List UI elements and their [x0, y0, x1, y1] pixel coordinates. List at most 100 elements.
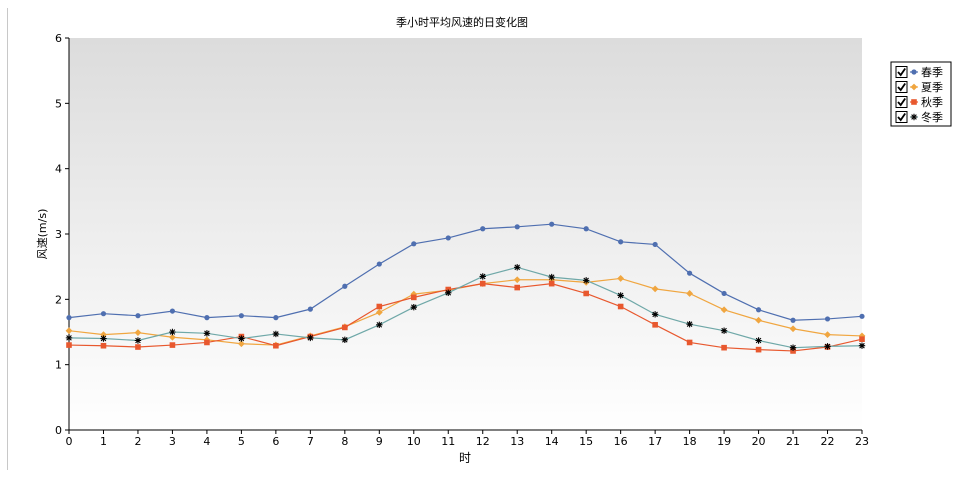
data-point [100, 335, 107, 342]
data-point [135, 313, 141, 319]
data-point [237, 340, 245, 348]
x-tick-label: 20 [752, 435, 766, 448]
data-point [238, 313, 244, 319]
series-4 [65, 264, 866, 351]
x-tick-label: 8 [341, 435, 348, 448]
data-point [100, 311, 107, 317]
x-tick-label: 1 [100, 435, 107, 448]
x-tick-label: 23 [855, 435, 869, 448]
data-point [65, 327, 73, 335]
data-point [410, 303, 417, 311]
data-point [790, 348, 796, 354]
legend-item[interactable]: 秋季 [895, 95, 943, 109]
data-point [100, 342, 107, 349]
data-point [548, 280, 555, 287]
data-point [859, 313, 865, 319]
data-point [203, 330, 211, 337]
data-point [514, 224, 520, 230]
series-1 [66, 221, 865, 323]
data-point [445, 286, 452, 293]
data-point [135, 344, 141, 350]
data-point [721, 344, 727, 351]
data-point [410, 294, 417, 301]
x-tick-label: 12 [476, 435, 490, 448]
checkmark-icon [897, 112, 906, 122]
x-tick-label: 13 [510, 435, 524, 448]
data-point [134, 337, 142, 344]
x-tick-label: 14 [545, 435, 559, 448]
data-point [859, 336, 865, 342]
data-point [65, 334, 73, 342]
data-point [513, 276, 521, 284]
data-point [583, 290, 589, 297]
legend-checkbox [895, 81, 908, 93]
x-tick-label: 18 [683, 435, 697, 448]
data-point [652, 241, 658, 248]
data-point [376, 321, 383, 329]
data-point [169, 342, 176, 348]
data-point [100, 331, 107, 339]
x-tick-label: 6 [272, 435, 279, 448]
x-tick-label: 0 [66, 435, 73, 448]
y-tick-label: 1 [55, 359, 62, 372]
data-point [721, 290, 727, 297]
data-point [548, 273, 555, 281]
data-point [514, 264, 521, 271]
legend-marker [910, 83, 918, 91]
x-tick-label: 3 [169, 435, 176, 448]
data-point [651, 311, 659, 318]
data-point [617, 292, 624, 299]
x-tick-label: 15 [579, 435, 593, 448]
legend-item[interactable]: 冬季 [895, 110, 943, 124]
data-point [618, 239, 624, 245]
data-point [514, 284, 521, 291]
legend-marker [911, 69, 917, 75]
data-point [66, 315, 72, 321]
data-point [858, 342, 866, 349]
data-point [480, 226, 486, 232]
data-point [445, 289, 452, 296]
data-point [238, 335, 245, 342]
data-point [342, 283, 348, 289]
data-point [582, 277, 590, 284]
data-point [445, 235, 451, 241]
legend-item[interactable]: 春季 [895, 66, 943, 79]
data-point [755, 346, 762, 353]
x-tick-label: 9 [376, 435, 383, 448]
x-tick-label: 22 [821, 435, 835, 448]
legend-item[interactable]: 夏季 [895, 81, 943, 94]
data-point [273, 342, 279, 349]
data-point [824, 343, 831, 350]
data-point [342, 324, 348, 331]
data-point [273, 315, 279, 321]
data-point [617, 275, 625, 282]
x-tick-label: 4 [203, 435, 210, 448]
data-point [755, 337, 762, 344]
data-point [169, 328, 176, 336]
series-line [68, 266, 863, 349]
checkmark-icon [897, 67, 906, 77]
x-tick-label: 7 [307, 435, 314, 448]
data-point [755, 307, 762, 313]
data-point [169, 333, 176, 341]
x-tick-label: 10 [407, 435, 421, 448]
legend-label: 春季 [921, 66, 943, 79]
data-point [720, 327, 728, 334]
legend-label: 冬季 [921, 110, 943, 124]
data-point [686, 320, 693, 328]
data-point [651, 285, 659, 293]
data-point [169, 308, 176, 314]
data-point [720, 306, 728, 314]
data-point [479, 280, 486, 287]
legend-marker [910, 113, 918, 121]
x-tick-label: 11 [441, 435, 455, 448]
y-tick-label: 2 [55, 293, 62, 306]
y-tick-label: 4 [55, 163, 62, 176]
plot-area [69, 38, 862, 430]
data-point [549, 221, 555, 227]
legend-checkbox [895, 111, 908, 123]
chart-title: 季小时平均风速的日变化图 [396, 15, 528, 29]
